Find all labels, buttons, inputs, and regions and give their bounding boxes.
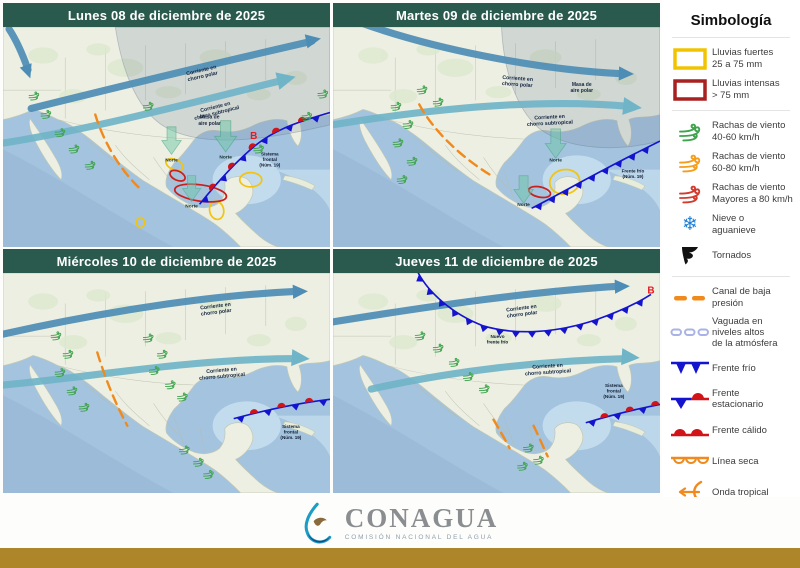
wind-gust-80-icon: [668, 183, 712, 205]
legend-item-rachas-80: Rachas de viento Mayores a 80 km/h: [662, 178, 800, 209]
legend-item-lluvias-fuertes: Lluvias fuertes 25 a 75 mm: [662, 43, 800, 74]
norte-label: Norte: [165, 157, 178, 163]
low-pressure-marker: B: [647, 285, 654, 296]
low-pressure-marker: B: [250, 131, 257, 142]
weather-map-monday: Corriente enchorro polar Corriente encho…: [3, 27, 330, 247]
legend-item-canal-baja: Canal de baja presión: [662, 282, 800, 313]
divider: [672, 37, 790, 38]
polar-air-mass-area: [501, 27, 660, 149]
low-pressure-channel: [492, 418, 511, 450]
low-pressure-channel: [418, 103, 493, 177]
snow-icon: ❄: [682, 213, 698, 235]
forecast-panel-monday: Lunes 08 de diciembre de 2025 Corriente …: [3, 3, 330, 247]
air-mass-label: Masa de aire polar: [198, 115, 221, 127]
tornado-icon: [668, 245, 712, 267]
polar-jet-label: Corriente enchorro polar: [506, 304, 538, 320]
new-cold-front-label: Nuevo frente frío: [487, 334, 509, 345]
legend-item-rachas-60-80: Rachas de viento 60-80 km/h: [662, 147, 800, 178]
divider: [672, 276, 790, 277]
warm-front-icon: [668, 422, 712, 438]
polar-jet-arrow: [361, 27, 628, 78]
legend-item-rachas-40-60: Rachas de viento 40-60 km/h: [662, 116, 800, 147]
legend-item-vaguada: Vaguada en niveles altos de la atmósfera: [662, 313, 800, 353]
polar-jet-arrow: [333, 282, 624, 326]
legend-item-frente-calido: Frente cálido: [662, 415, 800, 446]
polar-jet-label: Corriente enchorro polar: [502, 75, 533, 89]
norte-label: Norte: [185, 203, 198, 209]
weather-map-wednesday: Corriente enchorro polar Corriente encho…: [3, 273, 330, 493]
subtropical-jet-arrow: [367, 354, 632, 393]
legend-item-linea-seca: Línea seca: [662, 446, 800, 477]
wind-gust-40-60-icon: [668, 121, 712, 143]
polar-jet-arrow: [3, 287, 302, 338]
legend-item-frente-frio: Frente frío: [662, 353, 800, 384]
trough-icon: [668, 327, 712, 339]
low-pressure-channel: [94, 113, 143, 192]
legend-item-frente-estacionario: Frente estacionario: [662, 384, 800, 415]
heavy-rain-area: [165, 157, 184, 172]
intense-rain-icon: [668, 78, 712, 102]
weather-map-tuesday: Corriente enchorro polar Corriente encho…: [333, 27, 660, 247]
norte-label: Norte: [219, 154, 232, 160]
norte-label: Norte: [549, 157, 562, 163]
conagua-logo-icon: [304, 502, 332, 544]
bottom-gold-bar: [0, 548, 800, 568]
legend-item-nieve: ❄ Nieve o aguanieve: [662, 209, 800, 240]
forecast-panel-tuesday: Martes 09 de diciembre de 2025 Corriente…: [333, 3, 660, 247]
subtropical-jet-label: Corriente enchorro subtropical: [526, 113, 573, 128]
panel-header-wednesday: Miércoles 10 de diciembre de 2025: [3, 249, 330, 273]
legend-sidebar: Simbología Lluvias fuertes 25 a 75 mm Llu…: [662, 0, 800, 497]
legend-item-lluvias-intensas: Lluvias intensas > 75 mm: [662, 74, 800, 105]
forecast-panel-thursday: Jueves 11 de diciembre de 2025 Corriente…: [333, 249, 660, 493]
stationary-front-icon: [668, 388, 712, 410]
subtropical-jet-arrow: [3, 76, 288, 147]
legend-title: Simbología: [690, 12, 772, 29]
intense-rain-area: [169, 169, 186, 182]
dry-line-icon: [668, 454, 712, 468]
cold-front-label: Frente frío (Núm. 19): [622, 169, 645, 180]
forecast-panel-wednesday: Miércoles 10 de diciembre de 2025 Corrie…: [3, 249, 330, 493]
subtropical-jet-label: Corriente enchorro subtropical: [524, 362, 571, 377]
heavy-rain-area: [135, 216, 146, 229]
heavy-rain-icon: [668, 47, 712, 71]
legend-item-tornados: Tornados: [662, 240, 800, 271]
panel-header-monday: Lunes 08 de diciembre de 2025: [3, 3, 330, 27]
panel-header-thursday: Jueves 11 de diciembre de 2025: [333, 249, 660, 273]
subtropical-jet-label: Corriente enchorro subtropical: [198, 366, 245, 382]
subtropical-jet-arrow: [333, 100, 634, 129]
legend-item-onda-tropical: Onda tropical: [662, 477, 800, 497]
panel-date-tuesday: Martes 09 de diciembre de 2025: [395, 7, 598, 23]
panel-header-tuesday: Martes 09 de diciembre de 2025: [333, 3, 660, 27]
intense-rain-area: [173, 183, 228, 203]
subtropical-jet-arrow: [3, 354, 302, 389]
air-mass-label: Masa de aire polar: [570, 82, 593, 94]
panel-date-monday: Lunes 08 de diciembre de 2025: [67, 7, 266, 23]
low-pressure-channel: [96, 351, 129, 428]
low-pressure-channel-icon: [668, 293, 712, 303]
panel-date-wednesday: Miércoles 10 de diciembre de 2025: [56, 253, 277, 269]
norte-label: Norte: [517, 202, 530, 208]
footer: CONAGUA COMISIÓN NACIONAL DEL AGUA: [0, 497, 800, 548]
weather-map-thursday: Corriente enchorro polar Corriente encho…: [333, 273, 660, 493]
frontal-system-label: Sistema frontal (Núm. 19): [259, 151, 280, 167]
low-pressure-channel: [532, 424, 549, 458]
tropical-wave-icon: [668, 480, 712, 497]
heavy-rain-area: [238, 171, 263, 188]
wind-gust-60-80-icon: [668, 152, 712, 174]
polar-jet-label: Corriente enchorro polar: [200, 302, 232, 318]
panel-date-thursday: Jueves 11 de diciembre de 2025: [395, 253, 598, 269]
divider: [672, 110, 790, 111]
polar-jet-arrow: [27, 37, 316, 113]
conagua-wordmark: CONAGUA: [344, 502, 499, 533]
frontal-system-label: Sistema frontal (Núm. 19): [603, 383, 624, 399]
frontal-system-label: Sistema frontal (Núm. 19): [280, 424, 301, 440]
conagua-subtitle: COMISIÓN NACIONAL DEL AGUA: [344, 533, 494, 541]
cold-front-line: [531, 140, 660, 210]
new-cold-front-line: [417, 273, 652, 333]
cold-front-icon: [668, 359, 712, 377]
